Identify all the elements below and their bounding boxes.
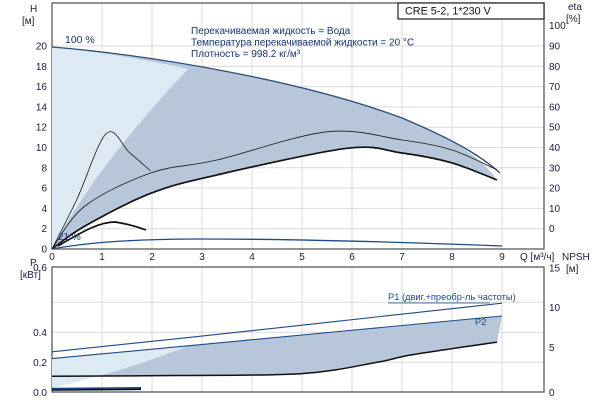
svg-text:80: 80 <box>549 62 561 73</box>
svg-text:H: H <box>30 4 37 15</box>
svg-text:Плотность = 998.2 кг/м³: Плотность = 998.2 кг/м³ <box>191 49 301 60</box>
svg-text:60: 60 <box>549 102 561 113</box>
svg-text:90: 90 <box>549 42 561 53</box>
svg-text:12: 12 <box>36 123 48 134</box>
svg-text:10: 10 <box>549 204 561 215</box>
svg-text:100: 100 <box>549 21 566 32</box>
svg-text:0: 0 <box>549 388 555 399</box>
svg-text:CRE 5-2, 1*230 V: CRE 5-2, 1*230 V <box>405 6 492 18</box>
svg-text:3: 3 <box>199 252 205 263</box>
svg-text:6: 6 <box>41 184 47 195</box>
svg-text:70: 70 <box>549 82 561 93</box>
svg-text:P1 (двиг.+преобр-ль частоты): P1 (двиг.+преобр-ль частоты) <box>388 292 516 302</box>
svg-text:5: 5 <box>299 252 305 263</box>
svg-text:2: 2 <box>41 224 47 235</box>
svg-text:0: 0 <box>549 224 555 235</box>
svg-text:8: 8 <box>41 163 47 174</box>
svg-text:4: 4 <box>249 252 255 263</box>
svg-text:5: 5 <box>549 343 555 354</box>
svg-text:NPSH: NPSH <box>562 252 590 263</box>
svg-text:[кВт]: [кВт] <box>20 270 41 281</box>
svg-text:40: 40 <box>549 143 561 154</box>
svg-text:100 %: 100 % <box>65 34 95 46</box>
svg-text:20: 20 <box>36 42 48 53</box>
svg-text:0.4: 0.4 <box>33 328 47 339</box>
svg-text:18: 18 <box>36 62 48 73</box>
svg-text:20: 20 <box>549 184 561 195</box>
svg-text:2: 2 <box>149 252 155 263</box>
svg-text:14: 14 <box>36 102 48 113</box>
svg-text:P: P <box>30 258 37 269</box>
svg-text:30: 30 <box>549 163 561 174</box>
svg-text:eta: eta <box>568 2 582 13</box>
svg-text:Q [м³/ч]: Q [м³/ч] <box>520 252 555 263</box>
svg-text:[%]: [%] <box>566 14 581 25</box>
svg-text:0: 0 <box>41 245 47 256</box>
svg-text:16: 16 <box>36 82 48 93</box>
svg-text:21 %: 21 % <box>58 232 81 243</box>
svg-text:15: 15 <box>549 264 561 275</box>
svg-text:4: 4 <box>41 204 47 215</box>
svg-text:10: 10 <box>549 303 561 314</box>
svg-text:Перекачиваемая жидкость = Вода: Перекачиваемая жидкость = Вода <box>191 26 351 37</box>
svg-text:1: 1 <box>99 252 105 263</box>
svg-text:Температура перекачиваемой жид: Температура перекачиваемой жидкости = 20… <box>191 38 414 49</box>
svg-text:P2: P2 <box>475 317 486 327</box>
svg-text:0: 0 <box>49 252 55 263</box>
svg-text:6: 6 <box>349 252 355 263</box>
svg-text:[м]: [м] <box>22 16 35 27</box>
svg-text:7: 7 <box>399 252 405 263</box>
svg-text:0.0: 0.0 <box>33 388 47 399</box>
svg-text:0.2: 0.2 <box>33 358 47 369</box>
svg-text:50: 50 <box>549 123 561 134</box>
svg-text:[м]: [м] <box>566 264 579 275</box>
svg-text:8: 8 <box>449 252 455 263</box>
svg-text:10: 10 <box>36 143 48 154</box>
svg-text:9: 9 <box>499 252 505 263</box>
